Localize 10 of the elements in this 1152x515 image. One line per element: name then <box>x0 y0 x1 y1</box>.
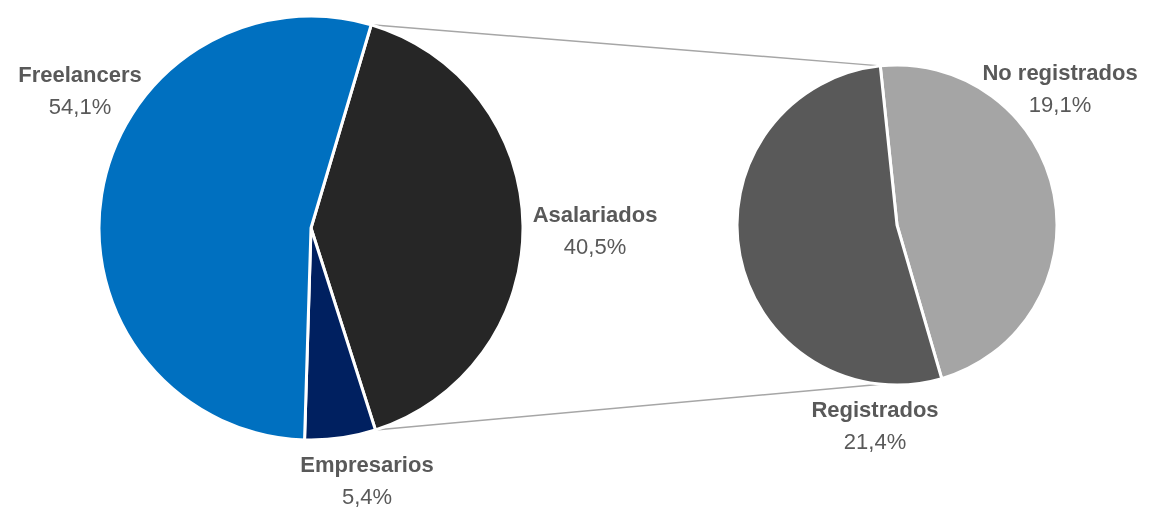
slice-label: No registrados <box>982 59 1138 85</box>
data-label: 40,5% <box>563 233 627 259</box>
slice-label: Registrados <box>811 396 939 422</box>
slice-label: Freelancers <box>18 61 142 87</box>
data-label: 54,1% <box>48 93 112 119</box>
slice-label: Empresarios <box>300 451 434 477</box>
data-label: 21,4% <box>843 428 907 454</box>
data-label: 19,1% <box>1028 91 1092 117</box>
data-label: 5,4% <box>341 483 393 509</box>
slice-label: Asalariados <box>532 201 658 227</box>
